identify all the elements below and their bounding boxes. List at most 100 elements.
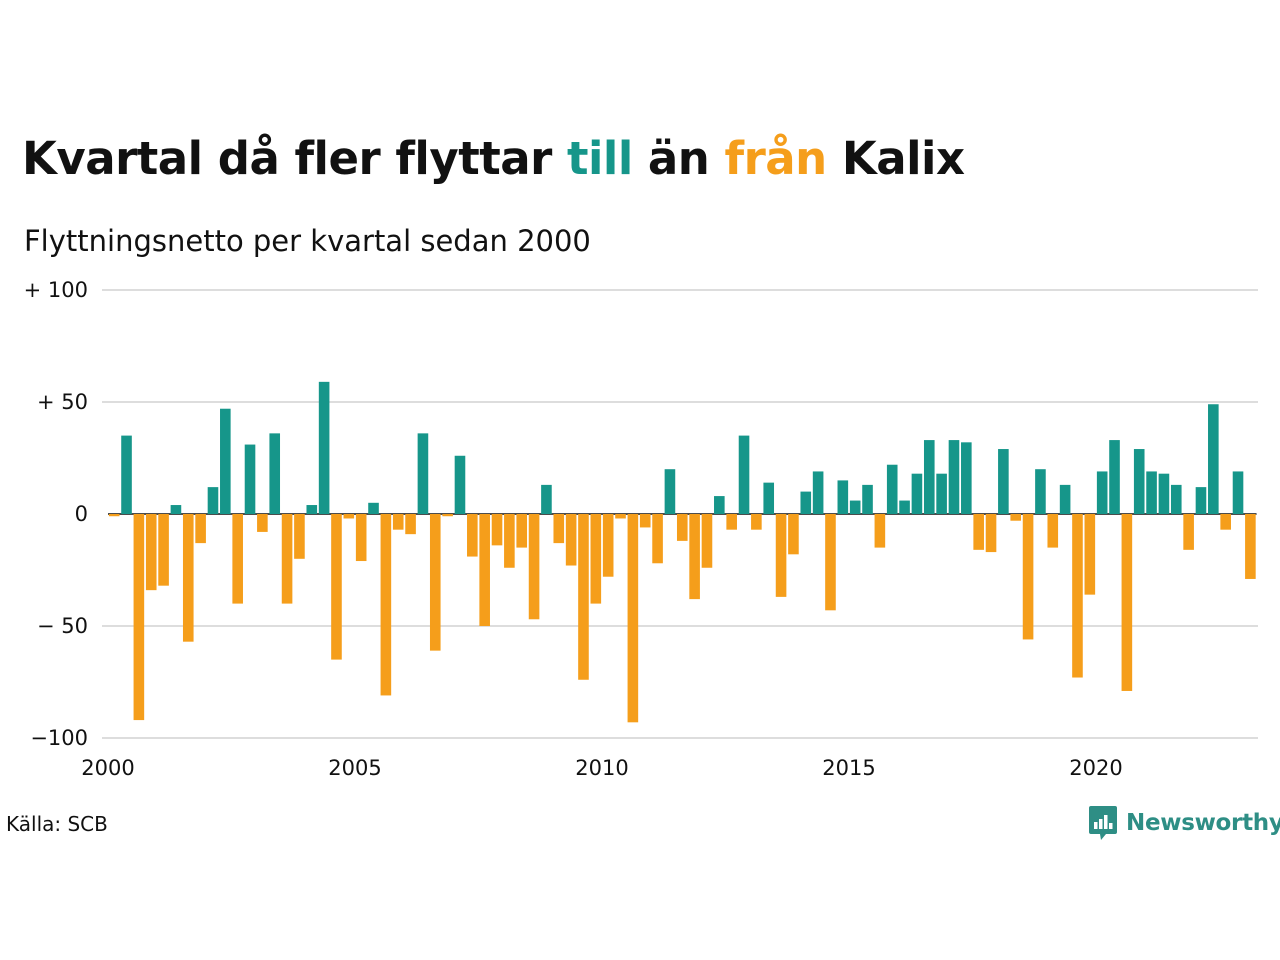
bar bbox=[886, 464, 898, 514]
bar bbox=[812, 471, 824, 514]
bar bbox=[1208, 404, 1219, 514]
bar bbox=[676, 514, 688, 541]
chart-subtitle: Flyttningsnetto per kvartal sedan 2000 bbox=[24, 224, 591, 258]
bar bbox=[1158, 473, 1170, 514]
bar bbox=[788, 514, 799, 555]
bar bbox=[1084, 514, 1096, 595]
bar bbox=[565, 514, 577, 566]
bar bbox=[528, 514, 540, 620]
bar bbox=[590, 514, 602, 604]
bar bbox=[541, 484, 552, 514]
bar bbox=[751, 514, 762, 530]
bars bbox=[108, 381, 1256, 723]
bar bbox=[133, 514, 145, 721]
bar bbox=[1022, 514, 1034, 640]
bar bbox=[1183, 514, 1194, 550]
y-tick-label: 0 bbox=[75, 502, 88, 526]
bar bbox=[923, 440, 935, 514]
logo-text: Newsworthy bbox=[1126, 810, 1280, 836]
bar bbox=[281, 514, 293, 604]
bar bbox=[849, 500, 861, 514]
chart-title: Kvartal då fler flyttar till än från Kal… bbox=[22, 132, 965, 185]
bar bbox=[1121, 514, 1133, 691]
source-note: Källa: SCB bbox=[6, 812, 108, 836]
y-tick-label: + 50 bbox=[37, 390, 88, 414]
bar bbox=[454, 455, 466, 514]
bar bbox=[306, 505, 318, 514]
bar bbox=[380, 514, 392, 696]
bar bbox=[973, 514, 984, 550]
bar bbox=[1096, 471, 1108, 514]
bar bbox=[961, 442, 972, 514]
bar-chart: + 100 + 50 0 − 50 −100 2000 2005 2010 2015 2020 bbox=[24, 278, 1258, 780]
bar bbox=[701, 514, 713, 568]
bar bbox=[1059, 484, 1071, 514]
bar bbox=[615, 514, 626, 519]
bar bbox=[1170, 484, 1182, 514]
bar bbox=[429, 514, 441, 651]
title-till-word: till bbox=[566, 132, 633, 185]
bar bbox=[182, 514, 194, 642]
bar bbox=[899, 500, 910, 514]
axis-labels: + 100 + 50 0 − 50 −100 2000 2005 2010 2015 2020 bbox=[24, 278, 1123, 780]
bar bbox=[936, 473, 947, 514]
bar bbox=[800, 491, 812, 514]
bar bbox=[318, 381, 330, 514]
bar bbox=[689, 514, 700, 600]
title-part-3: Kalix bbox=[826, 132, 965, 185]
bar bbox=[862, 484, 873, 514]
x-tick-label: 2005 bbox=[328, 756, 381, 780]
bar bbox=[145, 514, 157, 591]
bar bbox=[368, 502, 379, 514]
bar bbox=[195, 514, 206, 544]
bar bbox=[269, 433, 281, 514]
bar bbox=[1146, 471, 1157, 514]
bar bbox=[207, 487, 219, 514]
bar bbox=[257, 514, 268, 532]
bar bbox=[1035, 469, 1046, 514]
bar bbox=[1109, 440, 1120, 514]
x-tick-label: 2020 bbox=[1069, 756, 1122, 780]
bar bbox=[1072, 514, 1083, 678]
bar bbox=[578, 514, 589, 680]
bar bbox=[1133, 449, 1145, 514]
title-fran-word: från bbox=[724, 132, 828, 185]
bar bbox=[627, 514, 639, 723]
bar bbox=[664, 469, 676, 514]
bar bbox=[504, 514, 515, 568]
x-tick-label: 2015 bbox=[822, 756, 875, 780]
bar bbox=[355, 514, 367, 562]
bar bbox=[639, 514, 651, 528]
bar bbox=[985, 514, 997, 553]
bar bbox=[1010, 514, 1022, 521]
bar bbox=[417, 433, 429, 514]
y-tick-label: − 50 bbox=[37, 614, 88, 638]
bar bbox=[244, 444, 256, 514]
bar bbox=[170, 505, 182, 514]
bar bbox=[948, 440, 960, 514]
bar bbox=[874, 514, 886, 548]
title-part-1: Kvartal då fler flyttar bbox=[22, 132, 567, 185]
bar bbox=[998, 449, 1009, 514]
bar bbox=[232, 514, 243, 604]
bar bbox=[714, 496, 725, 514]
bar bbox=[442, 514, 453, 517]
bar bbox=[220, 408, 231, 514]
bar bbox=[121, 435, 132, 514]
y-tick-label: + 100 bbox=[24, 278, 88, 302]
bar bbox=[108, 514, 120, 517]
bar bbox=[1047, 514, 1059, 548]
bar bbox=[405, 514, 416, 535]
newsworthy-logo: Newsworthy bbox=[1088, 805, 1280, 841]
newsworthy-chart-icon bbox=[1089, 806, 1117, 840]
bar bbox=[158, 514, 169, 586]
bar bbox=[652, 514, 663, 564]
bar bbox=[1195, 487, 1207, 514]
x-tick-label: 2000 bbox=[81, 756, 134, 780]
bar bbox=[491, 514, 503, 546]
x-tick-label: 2010 bbox=[575, 756, 628, 780]
bar bbox=[738, 435, 750, 514]
bar bbox=[825, 514, 836, 611]
bar bbox=[763, 482, 775, 514]
bar bbox=[343, 514, 355, 519]
